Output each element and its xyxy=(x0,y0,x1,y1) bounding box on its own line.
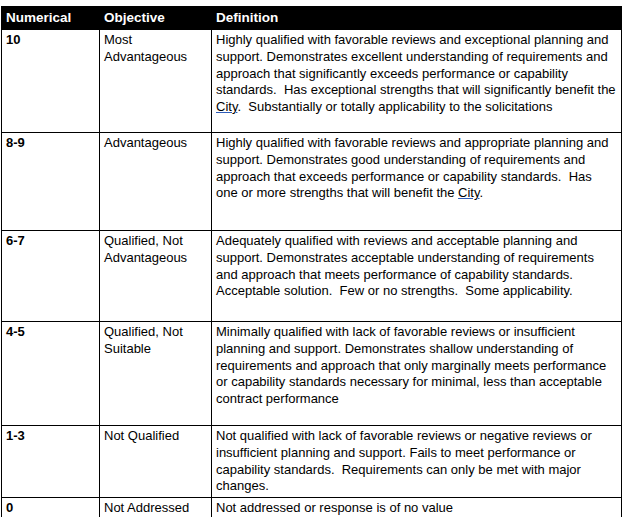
table-row: 6-7 Qualified, Not Advantageous Adequate… xyxy=(2,231,622,322)
numerical-cell: 0 xyxy=(2,498,100,517)
numerical-cell: 4-5 xyxy=(2,322,100,426)
city-link[interactable]: City xyxy=(458,185,479,200)
table-row: 8-9 Advantageous Highly qualified with f… xyxy=(2,133,622,231)
objective-cell: Not Qualified xyxy=(100,426,212,498)
definition-text: . xyxy=(480,185,484,200)
definition-text: Not addressed or response is of no value xyxy=(216,500,453,515)
table-row: 10 Most Advantageous Highly qualified wi… xyxy=(2,30,622,133)
numerical-cell: 10 xyxy=(2,30,100,133)
definition-text: Not qualified with lack of favorable rev… xyxy=(216,428,595,493)
numerical-cell: 1-3 xyxy=(2,426,100,498)
header-row: Numerical Objective Definition xyxy=(2,7,622,30)
definition-text: Minimally qualified with lack of favorab… xyxy=(216,324,610,406)
objective-cell: Qualified, Not Advantageous xyxy=(100,231,212,322)
column-header-definition: Definition xyxy=(212,7,622,30)
definition-cell: Minimally qualified with lack of favorab… xyxy=(212,322,622,426)
city-link[interactable]: City xyxy=(216,99,237,114)
definition-cell: Highly qualified with favorable reviews … xyxy=(212,30,622,133)
objective-cell: Not Addressed xyxy=(100,498,212,517)
numerical-cell: 8-9 xyxy=(2,133,100,231)
column-header-objective: Objective xyxy=(100,7,212,30)
definition-cell: Highly qualified with favorable reviews … xyxy=(212,133,622,231)
objective-cell: Most Advantageous xyxy=(100,30,212,133)
definition-text: Adequately qualified with reviews and ac… xyxy=(216,233,598,298)
definition-text: Highly qualified with favorable reviews … xyxy=(216,32,619,97)
definition-text: . Substantially or totally applicability… xyxy=(237,99,552,114)
definition-cell: Adequately qualified with reviews and ac… xyxy=(212,231,622,322)
numerical-cell: 6-7 xyxy=(2,231,100,322)
objective-cell: Qualified, Not Suitable xyxy=(100,322,212,426)
evaluation-rating-table: Numerical Objective Definition 10 Most A… xyxy=(1,6,622,517)
definition-cell: Not addressed or response is of no value xyxy=(212,498,622,517)
table-header: Numerical Objective Definition xyxy=(2,7,622,30)
objective-cell: Advantageous xyxy=(100,133,212,231)
table-body: 10 Most Advantageous Highly qualified wi… xyxy=(2,30,622,517)
document-page: Numerical Objective Definition 10 Most A… xyxy=(0,0,630,517)
table-row: 0 Not Addressed Not addressed or respons… xyxy=(2,498,622,517)
table-row: 1-3 Not Qualified Not qualified with lac… xyxy=(2,426,622,498)
column-header-numerical: Numerical xyxy=(2,7,100,30)
definition-text: Highly qualified with favorable reviews … xyxy=(216,135,612,200)
table-row: 4-5 Qualified, Not Suitable Minimally qu… xyxy=(2,322,622,426)
definition-cell: Not qualified with lack of favorable rev… xyxy=(212,426,622,498)
